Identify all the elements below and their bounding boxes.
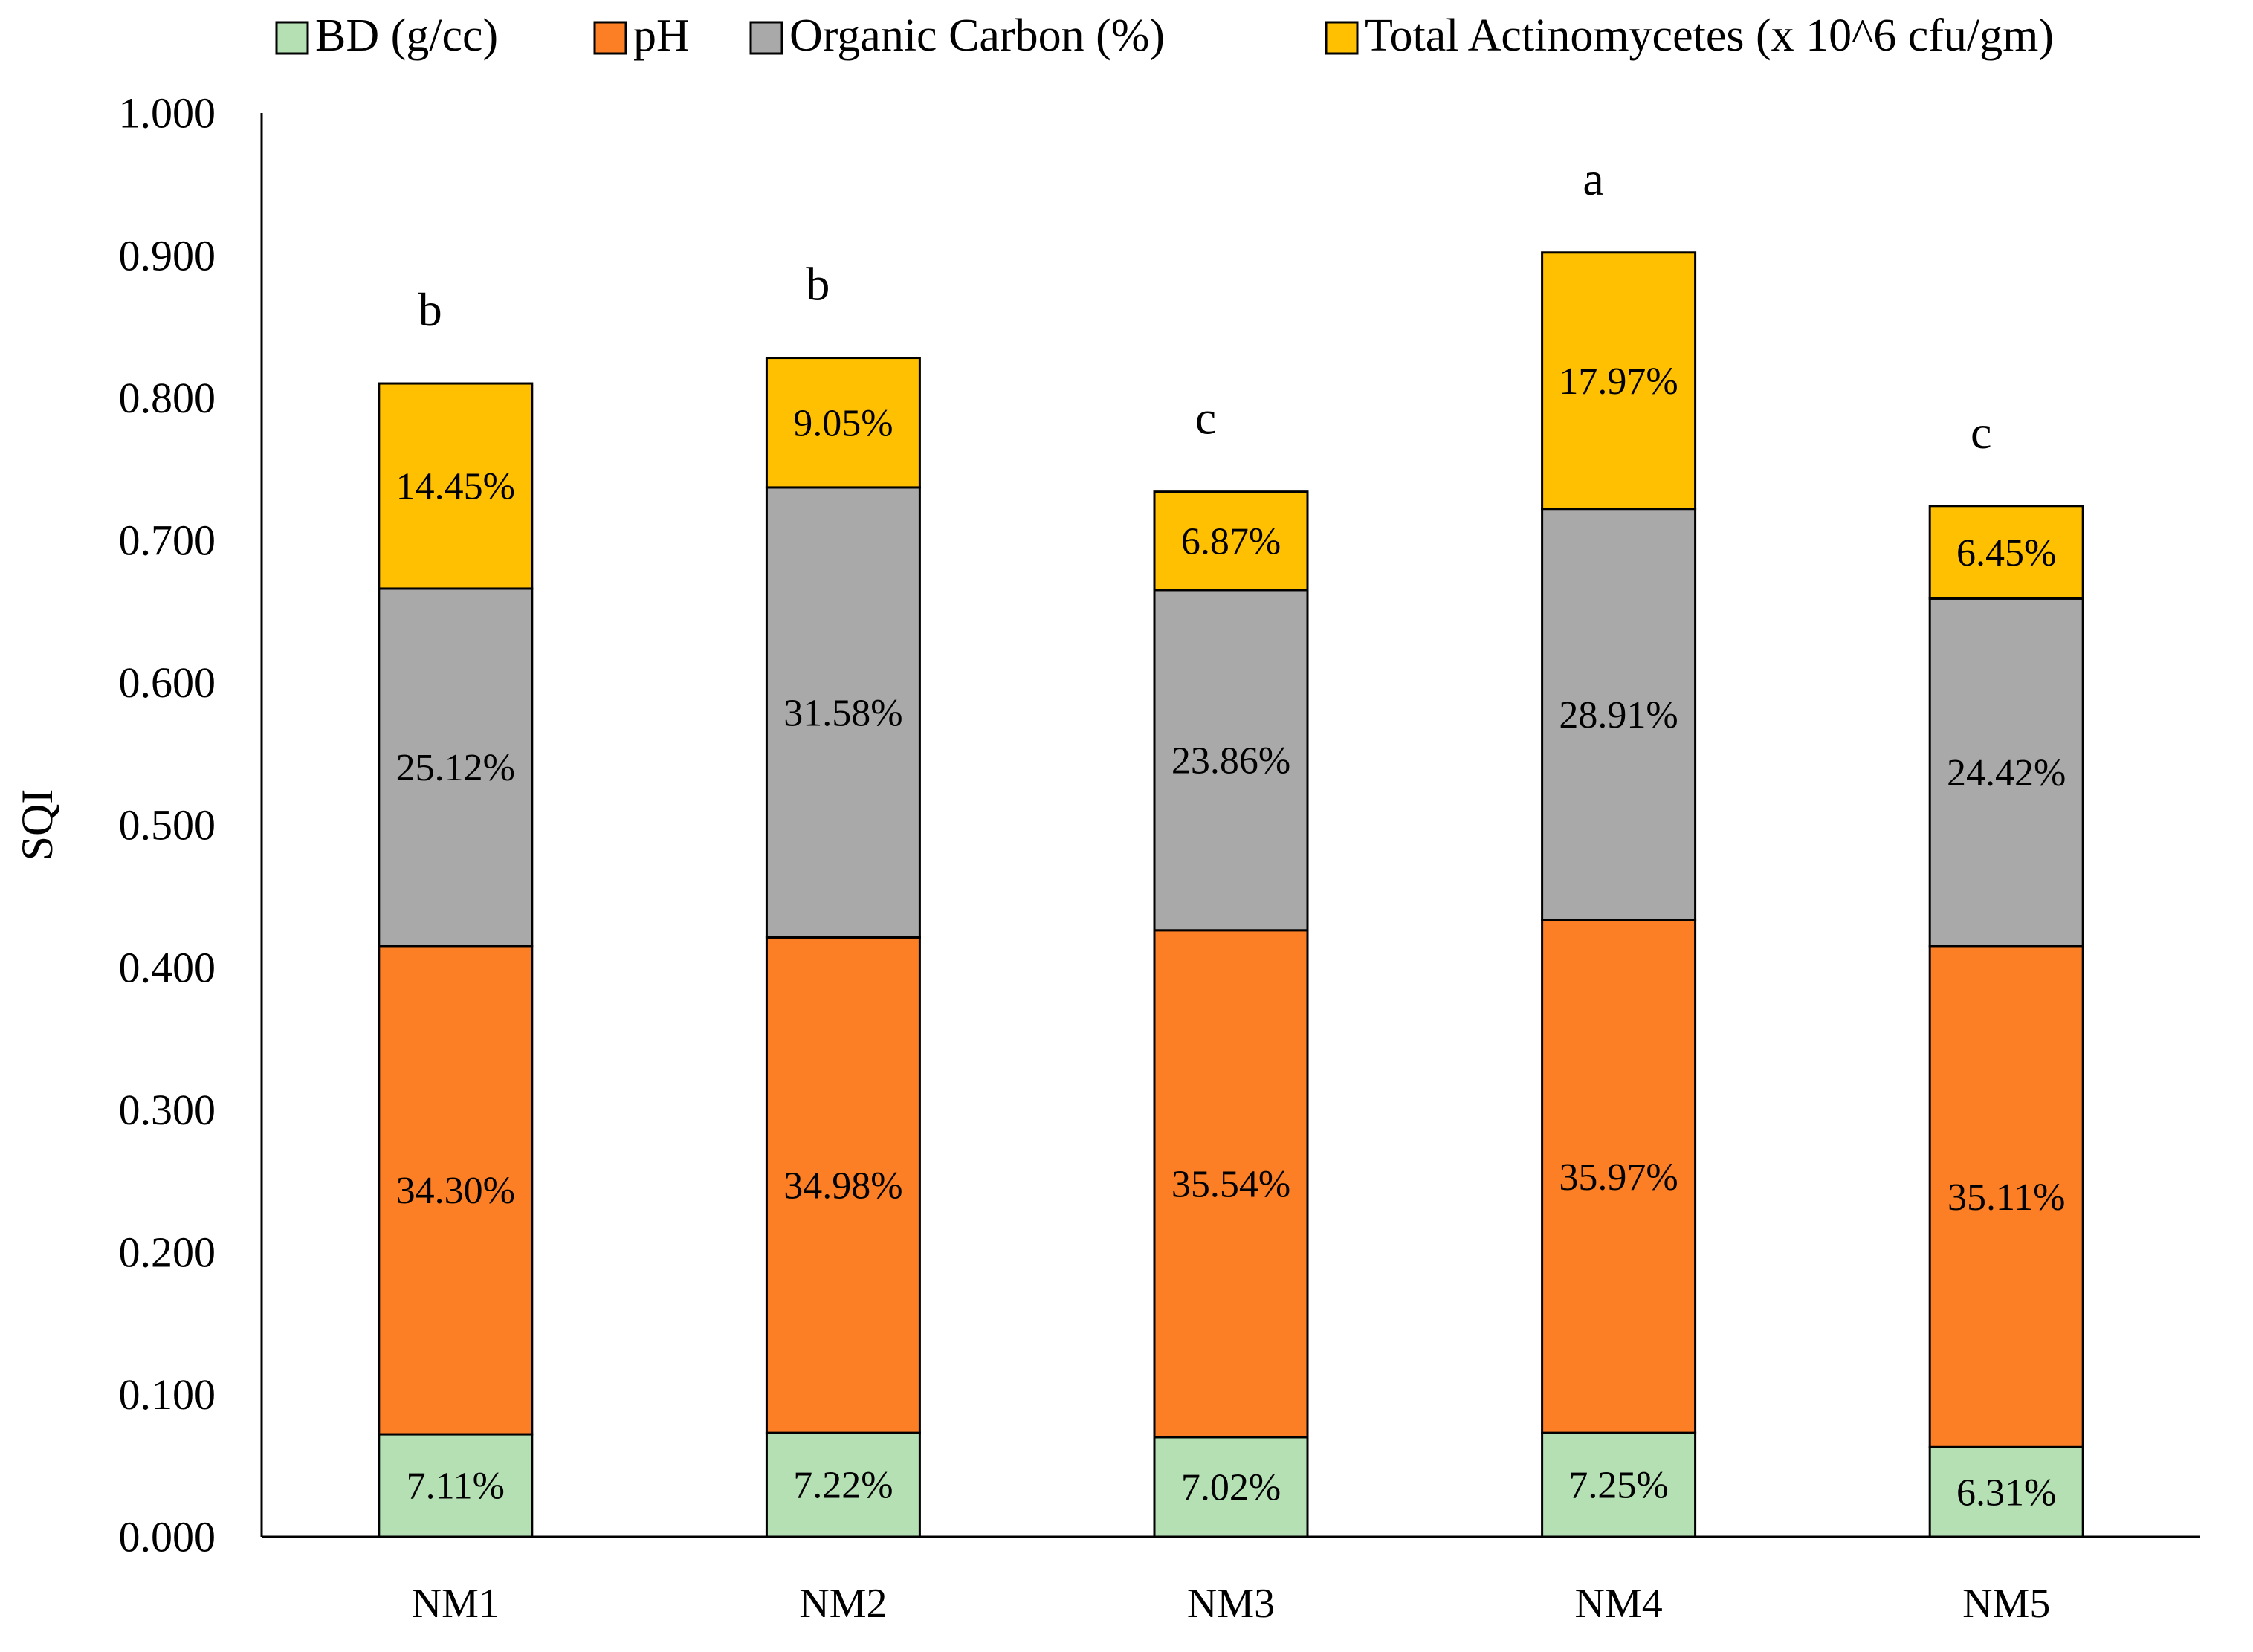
- data-label: 6.31%: [1956, 1471, 2056, 1514]
- axes: 0.000 0.100 0.200 0.300 0.400 0.500 0.600 0.700…: [13, 89, 2200, 1627]
- y-tick-label: 0.100: [119, 1370, 216, 1419]
- bar-segment: [1541, 1431, 1697, 1538]
- data-label: 35.97%: [1559, 1156, 1678, 1199]
- significance-letter: c: [1195, 392, 1216, 444]
- x-tick-label: NM2: [799, 1581, 887, 1627]
- y-tick-label: 0.700: [119, 516, 216, 565]
- data-label: 34.30%: [396, 1170, 515, 1212]
- legend: BD (g/cc) pH Organic Carbon (%) Total Actin…: [275, 10, 2054, 61]
- bar-segment: [1928, 597, 2084, 948]
- bar-segment: [1153, 490, 1309, 592]
- y-tick-label: 0.300: [119, 1086, 216, 1134]
- data-label: 24.42%: [1947, 752, 2066, 794]
- y-tick-label: 0.900: [119, 231, 216, 279]
- bar-segment: [1541, 919, 1697, 1434]
- data-label: 6.45%: [1956, 532, 2056, 574]
- x-tick-label: NM5: [1962, 1581, 2050, 1627]
- y-tick-label: 1.000: [119, 89, 216, 137]
- bar-segment: [1928, 945, 2084, 1448]
- bar-segment: [1541, 508, 1697, 921]
- legend-swatch: [593, 21, 627, 55]
- data-label: 35.54%: [1171, 1164, 1290, 1206]
- legend-label: Organic Carbon (%): [789, 10, 1165, 61]
- y-axis-title: SQI: [13, 789, 62, 861]
- y-tick-label: 0.600: [119, 658, 216, 707]
- data-label: 25.12%: [396, 747, 515, 789]
- significance-letter: c: [1971, 406, 1991, 459]
- bar-segment: [765, 1431, 921, 1538]
- bar-segment: [1153, 589, 1309, 932]
- bar-segment: [1153, 1436, 1309, 1538]
- significance-letter: b: [418, 283, 442, 336]
- legend-swatch: [1325, 21, 1359, 55]
- data-label: 7.22%: [793, 1465, 893, 1507]
- y-tick-label: 0.800: [119, 374, 216, 422]
- bar-segment: [765, 486, 921, 939]
- legend-swatch: [749, 21, 783, 55]
- data-label: 35.11%: [1947, 1176, 2065, 1219]
- data-label: 7.02%: [1181, 1467, 1281, 1509]
- significance-letter: a: [1583, 152, 1603, 205]
- bar-segment: [765, 936, 921, 1434]
- data-label: 17.97%: [1559, 360, 1678, 403]
- data-labels: 7.11% 34.30% 25.12% 14.45% b 7.22% 34.98% 31.58…: [396, 152, 2066, 1515]
- data-label: 6.87%: [1181, 520, 1281, 563]
- legend-label: Total Actinomycetes (x 10^6 cfu/gm): [1365, 10, 2054, 61]
- data-label: 28.91%: [1559, 694, 1678, 736]
- bar-segment: [1928, 505, 2084, 600]
- y-tick-label: 0.000: [119, 1513, 216, 1561]
- data-label: 7.25%: [1568, 1465, 1668, 1507]
- x-tick-label: NM4: [1574, 1581, 1662, 1627]
- data-label: 14.45%: [396, 466, 515, 508]
- y-tick-label: 0.200: [119, 1228, 216, 1277]
- bar-segment: [378, 587, 534, 948]
- legend-label: BD (g/cc): [315, 10, 498, 61]
- significance-letter: b: [806, 258, 830, 311]
- bar-segment: [1541, 251, 1697, 511]
- bar-segment: [378, 382, 534, 590]
- data-label: 34.98%: [783, 1165, 902, 1207]
- legend-swatch: [275, 21, 309, 55]
- y-tick-label: 0.400: [119, 943, 216, 991]
- bar-segment: [378, 1433, 534, 1538]
- data-label: 7.11%: [407, 1465, 505, 1508]
- y-tick-label: 0.500: [119, 801, 216, 849]
- x-tick-label: NM3: [1187, 1581, 1275, 1627]
- data-label: 23.86%: [1171, 740, 1290, 783]
- bars: [378, 251, 2084, 1538]
- bar-segment: [765, 357, 921, 489]
- legend-label: pH: [633, 10, 690, 61]
- data-label: 31.58%: [783, 692, 902, 734]
- data-label: 9.05%: [793, 402, 893, 444]
- x-tick-label: NM1: [412, 1581, 500, 1627]
- bar-segment: [1928, 1445, 2084, 1538]
